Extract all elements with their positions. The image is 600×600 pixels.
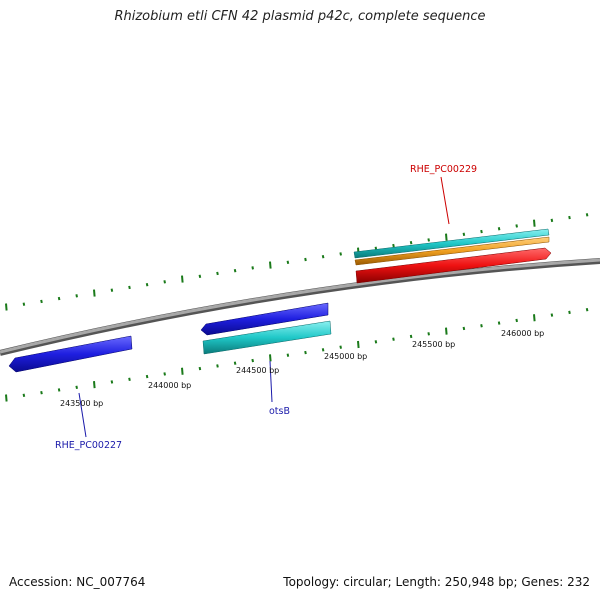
ruler-label: 243500 bp: [60, 399, 103, 408]
minor-tick: [163, 280, 166, 284]
ruler-label: 245500 bp: [412, 340, 455, 349]
minor-tick: [339, 252, 342, 256]
minor-tick: [233, 361, 237, 365]
minor-tick: [515, 224, 518, 228]
minor-tick: [480, 229, 483, 234]
minor-tick: [497, 227, 501, 231]
rhe-pc00229-leader: [440, 176, 450, 225]
major-tick: [445, 327, 448, 335]
minor-tick: [427, 238, 430, 242]
reverse-gene-feature[interactable]: [354, 236, 550, 266]
major-tick: [269, 354, 272, 362]
ruler-label: 246000 bp: [501, 329, 544, 338]
minor-tick: [198, 274, 202, 278]
minor-tick: [409, 241, 413, 245]
ruler-label: 244500 bp: [236, 366, 279, 375]
minor-tick: [57, 296, 61, 301]
map-title: Rhizobium etli CFN 42 plasmid p42c, comp…: [114, 9, 486, 24]
minor-tick: [75, 294, 78, 298]
forward-gene-feature[interactable]: [353, 228, 550, 259]
major-tick: [5, 303, 8, 311]
minor-tick: [339, 345, 342, 349]
minor-tick: [110, 288, 114, 292]
minor-tick: [145, 282, 149, 287]
gene-label-otsb[interactable]: otsB: [269, 406, 290, 417]
major-tick: [533, 314, 536, 322]
minor-tick: [321, 255, 325, 259]
rhe-pc00229-cds[interactable]: [355, 247, 552, 284]
inner-tick-ring: [5, 308, 589, 402]
major-tick: [181, 275, 184, 283]
major-tick: [181, 367, 184, 375]
minor-tick: [286, 353, 290, 357]
minor-tick: [22, 302, 26, 306]
minor-tick: [585, 213, 589, 217]
minor-tick: [40, 299, 43, 304]
outer-tick-ring: [5, 213, 589, 311]
minor-tick: [304, 350, 307, 355]
minor-tick: [304, 257, 307, 262]
plasmid-backbone: [0, 258, 600, 356]
accession-label: Accession: NC_007764: [9, 575, 146, 589]
minor-tick: [128, 285, 131, 290]
minor-tick: [550, 218, 554, 223]
ruler-label: 244000 bp: [148, 381, 191, 390]
major-tick: [5, 394, 8, 402]
minor-tick: [462, 326, 466, 331]
minor-tick: [216, 364, 219, 368]
major-tick: [445, 233, 448, 241]
minor-tick: [409, 334, 413, 339]
major-tick: [357, 340, 360, 349]
minor-tick: [585, 308, 589, 312]
minor-tick: [216, 271, 219, 276]
ruler-label: 245000 bp: [324, 352, 367, 361]
minor-tick: [75, 385, 78, 389]
minor-tick: [550, 313, 554, 317]
minor-tick: [568, 310, 571, 315]
minor-tick: [110, 380, 114, 384]
sequence-stats: Topology: circular; Length: 250,948 bp; …: [283, 575, 590, 589]
minor-tick: [497, 321, 501, 325]
minor-tick: [145, 374, 149, 379]
plasmid-backbone-highlight: [0, 258, 600, 354]
minor-tick: [427, 332, 430, 336]
minor-tick: [40, 390, 43, 395]
major-tick: [269, 261, 272, 269]
minor-tick: [163, 372, 166, 376]
rhe-pc00227-leader: [78, 392, 87, 438]
minor-tick: [57, 388, 61, 392]
minor-tick: [22, 393, 26, 398]
minor-tick: [251, 358, 254, 363]
minor-tick: [374, 340, 378, 344]
minor-tick: [480, 324, 483, 328]
major-tick: [93, 289, 96, 297]
otsb-gene-feature[interactable]: [202, 320, 332, 355]
minor-tick: [392, 337, 395, 341]
major-tick: [93, 381, 96, 389]
minor-tick: [251, 266, 254, 270]
minor-tick: [233, 268, 237, 273]
rhe-pc00227-cds[interactable]: [8, 335, 133, 373]
otsb-leader: [269, 360, 273, 403]
gene-label-rhe-pc00229[interactable]: RHE_PC00229: [410, 164, 477, 175]
minor-tick: [462, 232, 466, 237]
minor-tick: [515, 318, 518, 323]
minor-tick: [286, 260, 290, 264]
gene-label-rhe-pc00227[interactable]: RHE_PC00227: [55, 440, 122, 451]
minor-tick: [198, 366, 202, 371]
minor-tick: [321, 348, 325, 352]
minor-tick: [568, 215, 571, 220]
minor-tick: [128, 377, 131, 381]
forward-cds-feature[interactable]: [200, 302, 329, 336]
major-tick: [533, 219, 536, 227]
minor-tick: [392, 243, 395, 248]
